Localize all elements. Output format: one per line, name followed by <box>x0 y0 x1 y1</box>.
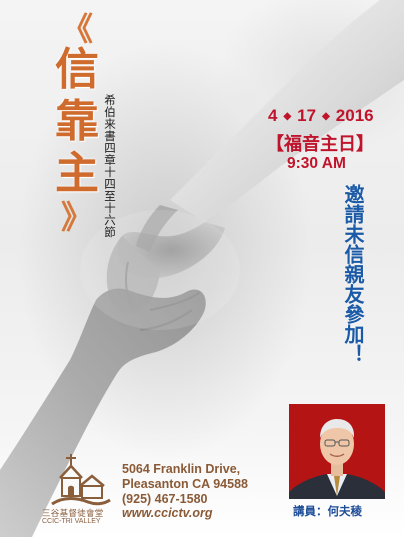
service-time: 9:30 AM <box>287 155 346 172</box>
church-logo-icon <box>51 454 111 506</box>
address-line-2: Pleasanton CA 94588 <box>122 476 248 491</box>
date-separator-icon: ◆ <box>283 111 292 123</box>
scripture-reference: 希伯来書四章十四至十六節 <box>103 94 117 238</box>
church-name-chinese: 三谷基督徒會堂 <box>42 509 104 519</box>
title-char-1: 信 <box>55 44 99 95</box>
title-char-2: 靠 <box>55 96 99 147</box>
service-label: 福音主日 <box>284 134 356 155</box>
address-line-1: 5064 Franklin Drive, <box>122 462 241 476</box>
event-date: 4 ◆ 17 ◆ 2016 <box>268 106 374 126</box>
date-year: 2016 <box>335 106 374 125</box>
service-bracket-right: 】 <box>356 134 374 155</box>
sermon-title: 《 信 靠 主 《 <box>44 10 110 234</box>
service-bracket-left: 【 <box>266 134 284 155</box>
title-char-3: 主 <box>55 148 99 199</box>
date-month: 4 <box>268 106 278 125</box>
contact-info: 5064 Franklin Drive, Pleasanton CA 94588… <box>122 462 248 521</box>
phone-number: (925) 467-1580 <box>122 491 208 506</box>
speaker-photo <box>289 404 385 499</box>
website-link[interactable]: www.ccictv.org <box>122 506 213 521</box>
title-bracket-top: 《 <box>60 10 93 48</box>
invitation-text: 邀請未信親友參加！ <box>341 184 365 364</box>
date-day: 17 <box>297 106 317 125</box>
church-name-english: CCIC-TRI VALLEY <box>42 518 101 525</box>
date-separator-icon: ◆ <box>322 111 330 123</box>
speaker-name: 講員：何夫稜 <box>293 504 362 518</box>
speaker-portrait-icon <box>289 404 385 499</box>
service-name: 【福音主日】 <box>266 130 374 156</box>
